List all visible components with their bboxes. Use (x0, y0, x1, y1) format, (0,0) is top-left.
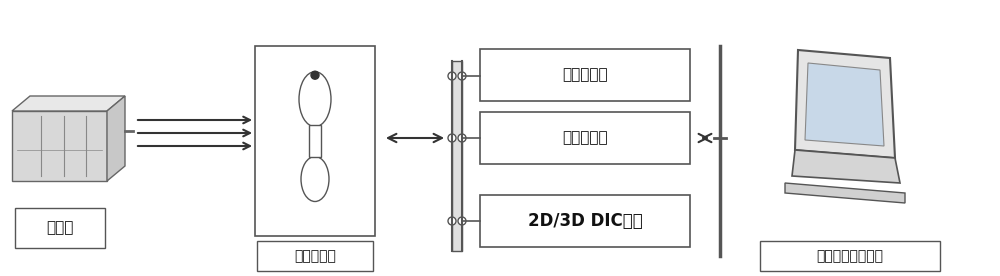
Bar (257, 241, 373, 271)
Bar (255, 46, 375, 236)
Ellipse shape (299, 72, 331, 127)
Circle shape (448, 217, 456, 225)
Text: 上位机与软件系统: 上位机与软件系统 (816, 249, 884, 263)
Bar (480, 112, 690, 164)
Text: 数据采集仪: 数据采集仪 (562, 131, 608, 145)
Polygon shape (12, 111, 107, 181)
Text: 红外热像仪: 红外热像仪 (562, 68, 608, 83)
Polygon shape (792, 150, 900, 183)
Circle shape (448, 134, 456, 142)
Circle shape (458, 217, 466, 225)
Bar (480, 49, 690, 101)
Polygon shape (309, 125, 321, 157)
Text: 激光器: 激光器 (46, 221, 74, 235)
Circle shape (458, 134, 466, 142)
Polygon shape (805, 63, 884, 146)
Polygon shape (12, 96, 125, 111)
Polygon shape (785, 183, 905, 203)
Text: 2D/3D DIC系统: 2D/3D DIC系统 (528, 212, 642, 230)
Bar (15, 208, 105, 248)
Ellipse shape (301, 156, 329, 201)
Polygon shape (452, 61, 462, 251)
Circle shape (448, 72, 456, 80)
Polygon shape (795, 50, 895, 158)
Text: 材料试验机: 材料试验机 (294, 249, 336, 263)
Circle shape (458, 72, 466, 80)
Circle shape (311, 71, 319, 79)
Bar (760, 241, 940, 271)
Polygon shape (107, 96, 125, 181)
Bar (480, 195, 690, 247)
